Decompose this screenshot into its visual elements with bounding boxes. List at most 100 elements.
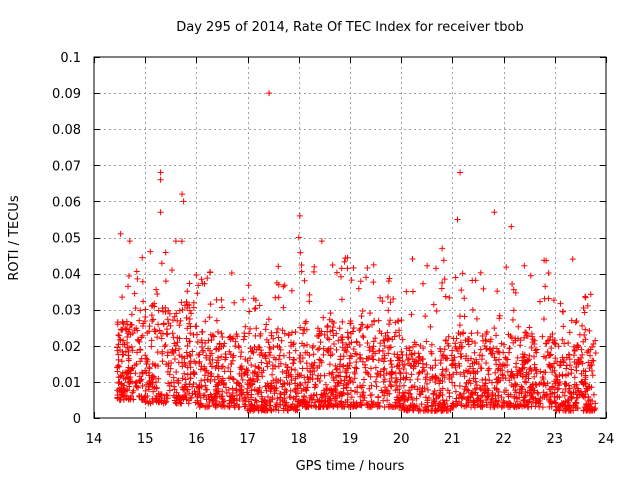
data-point bbox=[457, 371, 464, 378]
data-point bbox=[396, 357, 403, 364]
data-point bbox=[117, 230, 124, 237]
data-point bbox=[379, 298, 386, 305]
data-point bbox=[493, 361, 500, 368]
data-point bbox=[208, 370, 215, 377]
data-point bbox=[475, 401, 482, 408]
data-point bbox=[377, 294, 384, 301]
data-point bbox=[580, 305, 587, 312]
data-point bbox=[403, 370, 410, 377]
data-point bbox=[261, 397, 268, 404]
data-point bbox=[293, 393, 300, 400]
data-point bbox=[414, 386, 421, 393]
data-point bbox=[557, 361, 564, 368]
data-point bbox=[238, 365, 245, 372]
data-point bbox=[138, 355, 145, 362]
data-point bbox=[478, 356, 485, 363]
data-point bbox=[149, 395, 156, 402]
data-point bbox=[565, 340, 572, 347]
data-point bbox=[446, 376, 453, 383]
data-point bbox=[546, 397, 553, 404]
data-point bbox=[381, 342, 388, 349]
data-point bbox=[270, 377, 277, 384]
y-axis-label: ROTI / TECUs bbox=[7, 195, 22, 280]
data-point bbox=[337, 380, 344, 387]
data-point bbox=[533, 349, 540, 356]
data-point bbox=[297, 382, 304, 389]
data-point bbox=[572, 400, 579, 407]
data-point bbox=[190, 370, 197, 377]
data-point bbox=[451, 382, 458, 389]
data-point bbox=[312, 399, 319, 406]
data-point bbox=[579, 351, 586, 358]
data-point bbox=[433, 307, 440, 314]
data-point bbox=[288, 404, 295, 411]
data-point bbox=[286, 349, 293, 356]
data-point bbox=[489, 389, 496, 396]
data-point bbox=[474, 395, 481, 402]
data-point bbox=[451, 354, 458, 361]
data-point bbox=[510, 286, 517, 293]
chart-title: Day 295 of 2014, Rate Of TEC Index for r… bbox=[176, 20, 523, 35]
data-point bbox=[139, 369, 146, 376]
data-point bbox=[490, 345, 497, 352]
data-point bbox=[333, 269, 340, 276]
data-point bbox=[252, 297, 259, 304]
data-point bbox=[179, 375, 186, 382]
data-point bbox=[495, 356, 502, 363]
data-point bbox=[248, 348, 255, 355]
data-point bbox=[353, 359, 360, 366]
data-point bbox=[428, 341, 435, 348]
data-point bbox=[230, 376, 237, 383]
data-point bbox=[173, 389, 180, 396]
data-point bbox=[164, 392, 171, 399]
data-point bbox=[423, 361, 430, 368]
data-point bbox=[282, 386, 289, 393]
data-point bbox=[181, 302, 188, 309]
data-point bbox=[456, 313, 463, 320]
data-point bbox=[344, 391, 351, 398]
data-point bbox=[281, 282, 288, 289]
data-point bbox=[398, 317, 405, 324]
data-point bbox=[579, 360, 586, 367]
data-point bbox=[500, 375, 507, 382]
data-point bbox=[198, 276, 205, 283]
data-point bbox=[358, 321, 365, 328]
data-point bbox=[572, 319, 579, 326]
data-point bbox=[380, 372, 387, 379]
data-point bbox=[522, 329, 529, 336]
data-point bbox=[199, 349, 206, 356]
data-point bbox=[296, 355, 303, 362]
data-point bbox=[129, 389, 136, 396]
data-point bbox=[266, 349, 273, 356]
data-point bbox=[168, 379, 175, 386]
data-point bbox=[512, 387, 519, 394]
data-point bbox=[246, 330, 253, 337]
data-point bbox=[333, 366, 340, 373]
data-point bbox=[205, 345, 212, 352]
data-point bbox=[254, 390, 261, 397]
data-point bbox=[407, 391, 414, 398]
data-point bbox=[125, 283, 132, 290]
data-point bbox=[454, 216, 461, 223]
data-point bbox=[459, 343, 466, 350]
data-point bbox=[243, 366, 250, 373]
data-point bbox=[537, 368, 544, 375]
data-point bbox=[298, 262, 305, 269]
data-point bbox=[116, 336, 123, 343]
data-point bbox=[320, 314, 327, 321]
data-point bbox=[540, 316, 547, 323]
data-point bbox=[186, 338, 193, 345]
data-point bbox=[521, 351, 528, 358]
data-point bbox=[428, 407, 435, 414]
data-point bbox=[344, 396, 351, 403]
data-point bbox=[466, 363, 473, 370]
data-point bbox=[453, 369, 460, 376]
data-point bbox=[428, 348, 435, 355]
data-point bbox=[512, 337, 519, 344]
data-point bbox=[576, 331, 583, 338]
data-point bbox=[550, 384, 557, 391]
data-point bbox=[364, 265, 371, 272]
data-point bbox=[205, 337, 212, 344]
data-point bbox=[127, 331, 134, 338]
data-point bbox=[197, 400, 204, 407]
